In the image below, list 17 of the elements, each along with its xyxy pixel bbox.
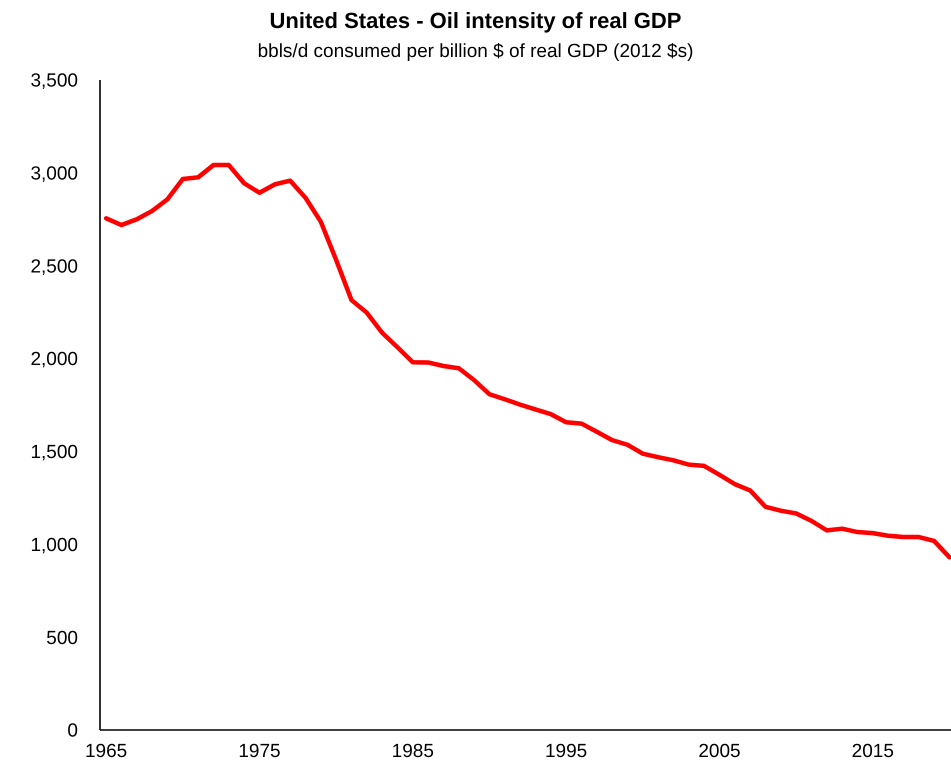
x-tick-label: 2005: [698, 741, 741, 762]
x-tick-label: 2015: [852, 741, 894, 762]
y-tick-label: 2,000: [30, 349, 78, 370]
line-series: [104, 162, 951, 560]
chart-title: United States - Oil intensity of real GDP: [270, 8, 682, 33]
y-tick-label: 1,000: [30, 534, 78, 556]
y-tick-label: 2,500: [30, 256, 78, 278]
y-tick-label: 0: [67, 720, 78, 742]
x-tick-label: 1975: [238, 741, 281, 762]
x-tick-label: 1985: [392, 741, 434, 762]
chart-subtitle: bbls/d consumed per billion $ of real GDP (2012 $s): [258, 41, 694, 62]
y-tick-label: 3,000: [30, 164, 78, 185]
x-tick-label: 1995: [544, 741, 588, 762]
y-tick-label: 1,500: [30, 442, 78, 464]
y-tick-label: 500: [46, 628, 78, 649]
x-tick-label: 1965: [84, 741, 128, 762]
y-tick-label: 3,500: [30, 70, 78, 92]
